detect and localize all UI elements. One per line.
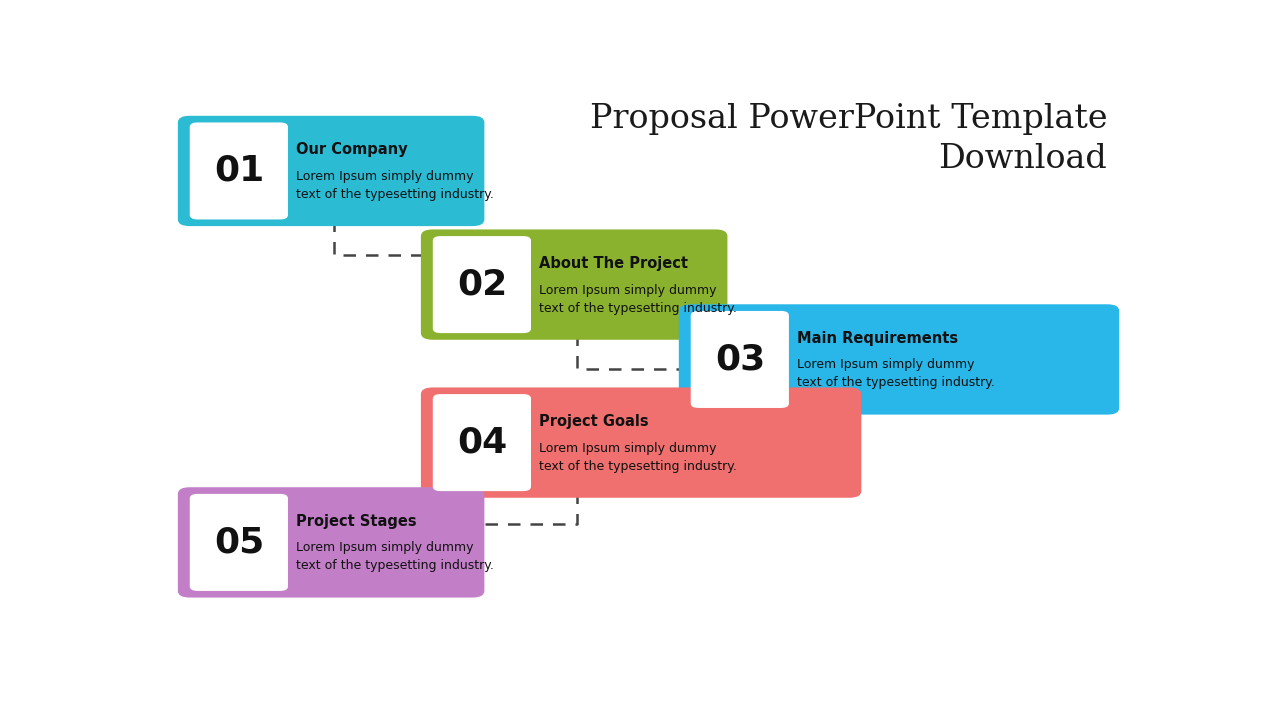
FancyBboxPatch shape (421, 230, 727, 340)
FancyBboxPatch shape (178, 487, 484, 598)
FancyBboxPatch shape (178, 116, 484, 226)
FancyBboxPatch shape (433, 236, 531, 333)
FancyBboxPatch shape (433, 394, 531, 491)
Text: Lorem Ipsum simply dummy
text of the typesetting industry.: Lorem Ipsum simply dummy text of the typ… (296, 170, 494, 201)
Text: Proposal PowerPoint Template
Download: Proposal PowerPoint Template Download (590, 103, 1107, 174)
Text: Main Requirements: Main Requirements (797, 330, 957, 346)
Text: Lorem Ipsum simply dummy
text of the typesetting industry.: Lorem Ipsum simply dummy text of the typ… (539, 284, 737, 315)
FancyBboxPatch shape (421, 387, 861, 498)
Text: Lorem Ipsum simply dummy
text of the typesetting industry.: Lorem Ipsum simply dummy text of the typ… (797, 359, 995, 390)
Text: Lorem Ipsum simply dummy
text of the typesetting industry.: Lorem Ipsum simply dummy text of the typ… (296, 541, 494, 572)
Text: Lorem Ipsum simply dummy
text of the typesetting industry.: Lorem Ipsum simply dummy text of the typ… (539, 441, 737, 472)
Text: About The Project: About The Project (539, 256, 687, 271)
FancyBboxPatch shape (189, 494, 288, 591)
FancyBboxPatch shape (678, 305, 1119, 415)
Text: Project Stages: Project Stages (296, 513, 416, 528)
FancyBboxPatch shape (189, 122, 288, 220)
Text: 02: 02 (457, 268, 507, 302)
Text: Project Goals: Project Goals (539, 414, 649, 428)
Text: 05: 05 (214, 526, 265, 559)
Text: Our Company: Our Company (296, 142, 407, 157)
Text: 04: 04 (457, 426, 507, 459)
Text: 01: 01 (214, 154, 265, 188)
Text: 03: 03 (716, 343, 765, 377)
FancyBboxPatch shape (691, 311, 788, 408)
